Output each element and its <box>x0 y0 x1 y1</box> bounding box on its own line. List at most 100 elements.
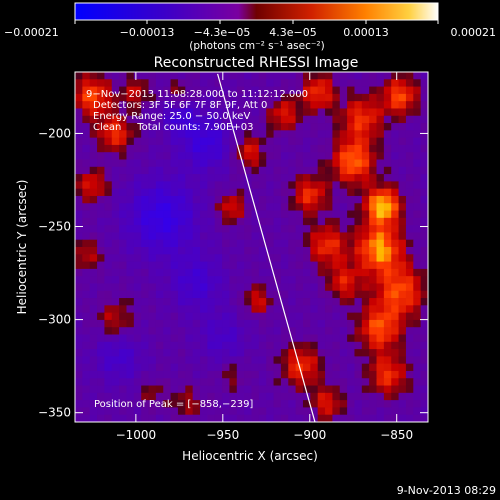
heatmap-cell <box>82 174 91 182</box>
heatmap-cell <box>413 115 422 124</box>
heatmap-cell <box>280 101 289 109</box>
heatmap-cell <box>266 166 274 175</box>
heatmap-cell <box>280 115 289 124</box>
heatmap-cell <box>251 137 260 146</box>
heatmap-cell <box>325 414 333 422</box>
heatmap-cell <box>214 217 223 226</box>
heatmap-cell <box>104 261 113 270</box>
heatmap-cell <box>361 130 370 139</box>
heatmap-cell <box>141 195 149 204</box>
heatmap-cell <box>155 225 164 233</box>
heatmap-cell <box>369 356 377 365</box>
heatmap-cell <box>192 86 201 95</box>
heatmap-cell <box>273 210 282 219</box>
heatmap-cell <box>325 290 333 299</box>
heatmap-cell <box>398 123 407 131</box>
heatmap-cell <box>391 239 399 248</box>
heatmap-cell <box>354 305 363 314</box>
heatmap-cell <box>104 378 113 386</box>
heatmap-cell <box>192 283 201 292</box>
heatmap-cell <box>280 210 289 219</box>
heatmap-cell <box>82 108 91 117</box>
heatmap-cell <box>339 232 348 241</box>
heatmap-cell <box>111 144 120 153</box>
heatmap-cell <box>376 341 385 350</box>
heatmap-cell <box>398 385 407 394</box>
heatmap-cell <box>339 276 348 284</box>
heatmap-cell <box>266 378 274 386</box>
heatmap-cell <box>405 407 414 416</box>
heatmap-cell <box>332 144 341 153</box>
heatmap-cell <box>332 319 341 328</box>
heatmap-cell <box>89 370 98 379</box>
heatmap-cell <box>244 363 252 372</box>
heatmap-cell <box>376 349 385 357</box>
heatmap-cell <box>354 217 363 226</box>
heatmap-cell <box>126 370 135 379</box>
heatmap-cell <box>273 93 282 102</box>
heatmap-cell <box>398 144 407 153</box>
heatmap-cell <box>104 370 113 379</box>
heatmap-cell <box>192 290 201 299</box>
heatmap-cell <box>192 414 201 422</box>
heatmap-cell <box>214 341 223 350</box>
heatmap-cell <box>177 378 186 386</box>
heatmap-cell <box>317 79 326 87</box>
heatmap-cell <box>391 414 399 422</box>
heatmap-cell <box>192 392 201 401</box>
heatmap-cell <box>391 349 399 357</box>
heatmap-cell <box>383 261 392 270</box>
heatmap-cell <box>295 370 304 379</box>
heatmap-cell <box>420 283 428 292</box>
heatmap-cell <box>391 144 399 153</box>
heatmap-cell <box>141 174 149 182</box>
heatmap-cell <box>251 370 260 379</box>
heatmap-cell <box>192 407 201 416</box>
heatmap-cell <box>310 72 319 80</box>
heatmap-cell <box>200 276 208 284</box>
heatmap-cell <box>141 79 149 87</box>
heatmap-cell <box>266 385 274 394</box>
heatmap-cell <box>280 334 289 343</box>
heatmap-cell <box>288 166 297 175</box>
heatmap-cell <box>229 93 238 102</box>
heatmap-cell <box>361 144 370 153</box>
heatmap-cell <box>391 181 399 190</box>
heatmap-cell <box>295 159 304 168</box>
heatmap-cell <box>192 101 201 109</box>
heatmap-cell <box>207 195 216 204</box>
heatmap-cell <box>119 239 127 248</box>
colorbar-ticks <box>74 20 439 24</box>
heatmap-cell <box>222 298 230 306</box>
heatmap-cell <box>413 305 422 314</box>
heatmap-cell <box>251 414 260 422</box>
heatmap-cell <box>280 327 289 335</box>
heatmap-cell <box>266 152 274 160</box>
heatmap-cell <box>369 305 377 314</box>
heatmap-cell <box>126 261 135 270</box>
heatmap-cell <box>163 254 171 262</box>
heatmap-cell <box>222 290 230 299</box>
heatmap-cell <box>361 305 370 314</box>
heatmap-cell <box>222 137 230 146</box>
heatmap-cell <box>354 181 363 190</box>
heatmap-cell <box>310 247 319 255</box>
heatmap-cell <box>244 195 252 204</box>
heatmap-cell <box>75 312 83 321</box>
heatmap-cell <box>347 123 355 131</box>
heatmap-cell <box>177 319 186 328</box>
heatmap-cell <box>82 341 91 350</box>
heatmap-cell <box>280 188 289 197</box>
heatmap-cell <box>413 319 422 328</box>
heatmap-cell <box>302 181 311 190</box>
heatmap-cell <box>398 232 407 241</box>
heatmap-cell <box>185 195 194 204</box>
heatmap-cell <box>222 319 230 328</box>
heatmap-cell <box>97 152 105 160</box>
heatmap-cell <box>163 283 171 292</box>
heatmap-cell <box>376 312 385 321</box>
heatmap-cell <box>302 225 311 233</box>
heatmap-cell <box>192 305 201 314</box>
heatmap-cell <box>119 290 127 299</box>
heatmap-cell <box>376 225 385 233</box>
